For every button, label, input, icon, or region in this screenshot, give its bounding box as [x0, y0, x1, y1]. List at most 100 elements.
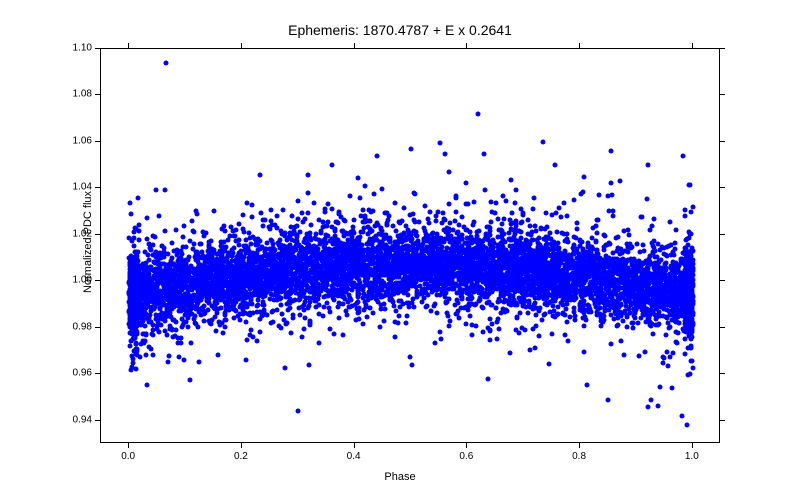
data-point — [616, 234, 621, 239]
data-point — [312, 200, 317, 205]
data-point — [685, 242, 690, 247]
data-point — [250, 214, 255, 219]
data-point — [341, 333, 346, 338]
data-point — [127, 200, 132, 205]
data-point — [533, 312, 538, 317]
data-point — [680, 153, 685, 158]
data-point — [308, 320, 313, 325]
data-point — [581, 324, 586, 329]
data-point — [631, 326, 636, 331]
data-point — [403, 224, 408, 229]
data-point — [513, 328, 518, 333]
data-point — [625, 313, 630, 318]
data-point — [509, 178, 514, 183]
data-point — [644, 197, 649, 202]
data-point — [196, 359, 201, 364]
data-point — [454, 196, 459, 201]
data-point — [572, 305, 577, 310]
data-point — [372, 192, 377, 197]
data-point — [236, 222, 241, 227]
data-point — [306, 363, 311, 368]
data-point — [423, 203, 428, 208]
data-point — [336, 315, 341, 320]
data-point — [245, 200, 250, 205]
data-point — [550, 247, 555, 252]
data-point — [480, 330, 485, 335]
data-point — [281, 208, 286, 213]
data-point — [243, 319, 248, 324]
data-point — [391, 303, 396, 308]
data-point — [249, 202, 254, 207]
data-point — [208, 239, 213, 244]
data-point — [562, 201, 567, 206]
data-point — [472, 199, 477, 204]
data-point — [496, 317, 501, 322]
data-point — [192, 242, 197, 247]
data-point — [426, 216, 431, 221]
data-point — [244, 337, 249, 342]
data-point — [170, 241, 175, 246]
data-point — [510, 210, 515, 215]
data-point — [581, 189, 586, 194]
chart-title: Ephemeris: 1870.4787 + E x 0.2641 — [0, 22, 800, 38]
data-point — [512, 200, 517, 205]
data-point — [531, 207, 536, 212]
data-point — [329, 206, 334, 211]
data-point — [148, 347, 153, 352]
data-point — [291, 316, 296, 321]
data-point — [528, 223, 533, 228]
data-point — [289, 330, 294, 335]
data-point — [649, 397, 654, 402]
data-point — [302, 217, 307, 222]
data-point — [533, 305, 538, 310]
data-point — [468, 314, 473, 319]
data-point — [447, 170, 452, 175]
data-point — [151, 259, 156, 264]
data-point — [525, 218, 530, 223]
data-point — [673, 227, 678, 232]
data-point — [182, 358, 187, 363]
data-point — [435, 310, 440, 315]
data-point — [531, 195, 536, 200]
data-point — [549, 331, 554, 336]
data-point — [446, 202, 451, 207]
figure: Ephemeris: 1870.4787 + E x 0.2641 Normal… — [0, 0, 800, 500]
data-point — [189, 219, 194, 224]
data-point — [305, 172, 310, 177]
data-point — [241, 212, 246, 217]
data-point — [668, 355, 673, 360]
data-point — [188, 341, 193, 346]
data-point — [611, 213, 616, 218]
data-point — [186, 325, 191, 330]
data-point — [565, 214, 570, 219]
data-point — [393, 201, 398, 206]
data-point — [264, 241, 269, 246]
data-point — [594, 217, 599, 222]
data-point — [571, 197, 576, 202]
data-point — [454, 209, 459, 214]
data-point — [489, 322, 494, 327]
data-point — [656, 404, 661, 409]
data-point — [381, 318, 386, 323]
data-point — [132, 244, 137, 249]
data-point — [507, 351, 512, 356]
data-point — [187, 377, 192, 382]
data-point — [323, 241, 328, 246]
data-point — [258, 329, 263, 334]
data-point — [342, 219, 347, 224]
data-point — [519, 220, 524, 225]
data-point — [190, 229, 195, 234]
data-point — [488, 199, 493, 204]
data-point — [533, 228, 538, 233]
data-point — [295, 223, 300, 228]
data-point — [495, 217, 500, 222]
data-point — [452, 303, 457, 308]
data-point — [494, 201, 499, 206]
data-point — [536, 333, 541, 338]
data-point — [282, 366, 287, 371]
data-point — [165, 333, 170, 338]
data-point — [317, 341, 322, 346]
data-point — [166, 360, 171, 365]
data-point — [629, 320, 634, 325]
data-point — [151, 353, 156, 358]
